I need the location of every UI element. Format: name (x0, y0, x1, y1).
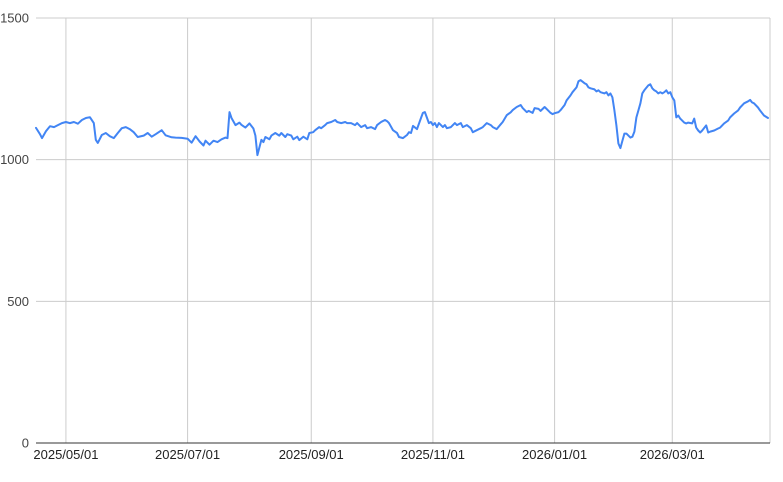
x-axis-tick-label: 2025/07/01 (155, 447, 220, 462)
x-axis-tick-label: 2026/01/01 (522, 447, 587, 462)
y-axis-tick-label: 500 (7, 294, 29, 309)
x-axis-tick-label: 2026/03/01 (640, 447, 705, 462)
x-axis-tick-label: 2025/05/01 (33, 447, 98, 462)
series-line[interactable] (35, 79, 769, 157)
y-axis-tick-label: 1500 (0, 11, 29, 26)
x-axis-tick-label: 2025/09/01 (279, 447, 344, 462)
x-axis-tick-label: 2025/11/01 (401, 447, 465, 462)
y-axis-tick-label: 1000 (0, 152, 29, 167)
y-axis-tick-label: 0 (22, 436, 29, 451)
